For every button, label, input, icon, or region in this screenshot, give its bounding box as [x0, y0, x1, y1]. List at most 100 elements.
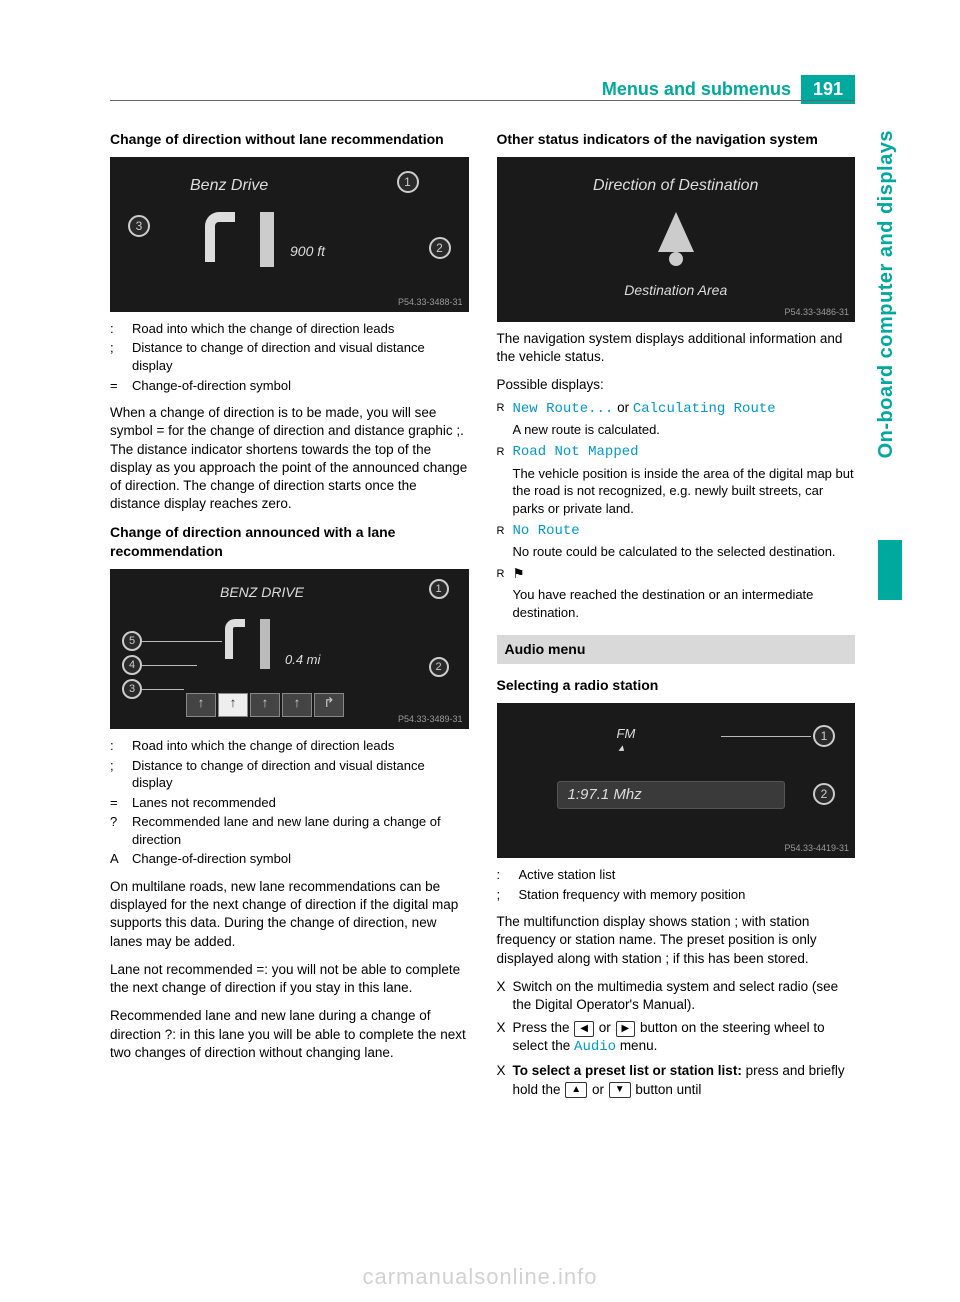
label: Possible displays: [497, 376, 856, 394]
fig-band: FM [617, 725, 636, 743]
distance-bar-icon [260, 619, 270, 669]
leader-line [142, 665, 197, 666]
bullet-icon: R [497, 399, 513, 419]
lane-icon: ↱ [314, 693, 344, 717]
list-item: R No Route [497, 522, 856, 541]
leader-line [142, 641, 222, 642]
leader-line [721, 736, 811, 737]
lane-row: ↑ ↑ ↑ ↑ ↱ [185, 693, 345, 717]
list-item: R Road Not Mapped [497, 443, 856, 462]
step-marker-icon: X [497, 1019, 513, 1057]
header-rule [110, 100, 855, 101]
left-arrow-button-icon: ◀ [574, 1021, 594, 1037]
lane-icon: ↑ [218, 693, 248, 717]
side-tab-label: On-board computer and displays [875, 130, 898, 458]
section-title: Menus and submenus [602, 79, 801, 100]
manual-page: Menus and submenus 191 On-board computer… [0, 0, 960, 1302]
legend-1: :Road into which the change of direction… [110, 320, 469, 394]
legend-item: ;Station frequency with memory position [497, 886, 856, 904]
turn-arrow-icon [205, 212, 235, 262]
legend-item: ?Recommended lane and new lane during a … [110, 813, 469, 848]
paragraph: On multilane roads, new lane recommendat… [110, 878, 469, 951]
list-sub: A new route is calculated. [513, 421, 856, 439]
step-item: X To select a preset list or station lis… [497, 1062, 856, 1098]
watermark: carmanualsonline.info [0, 1264, 960, 1290]
callout-3-icon: 3 [122, 679, 142, 699]
figure-ref: P54.33-3489-31 [398, 713, 463, 725]
legend-item: :Road into which the change of direction… [110, 320, 469, 338]
freq-display: 1:97.1 Mhz [557, 781, 786, 809]
step-list: X Switch on the multimedia system and se… [497, 978, 856, 1099]
content-columns: Change of direction without lane recomme… [110, 130, 855, 1104]
legend-item: :Road into which the change of direction… [110, 737, 469, 755]
legend-item: ;Distance to change of direction and vis… [110, 339, 469, 374]
up-arrow-button-icon: ▲ [565, 1082, 587, 1098]
left-column: Change of direction without lane recomme… [110, 130, 469, 1104]
legend-item: AChange-of-direction symbol [110, 850, 469, 868]
callout-3-icon: 3 [128, 215, 150, 237]
paragraph: When a change of direction is to be made… [110, 404, 469, 513]
step-item: X Press the ◀ or ▶ button on the steerin… [497, 1019, 856, 1057]
code-text: Calculating Route [633, 401, 776, 417]
callout-1-icon: 1 [813, 725, 835, 747]
bullet-icon: R [497, 522, 513, 541]
paragraph: The navigation system displays additiona… [497, 330, 856, 366]
flag-icon: ⚑ [513, 565, 525, 583]
figure-with-lane: BENZ DRIVE 1 2 3 4 5 0.4 mi ↑ ↑ ↑ [110, 569, 469, 729]
list-sub: You have reached the destination or an i… [513, 586, 856, 621]
legend-item: =Change-of-direction symbol [110, 377, 469, 395]
legend-item: =Lanes not recommended [110, 794, 469, 812]
paragraph: The multifunction display shows station … [497, 913, 856, 968]
figure-no-lane: Benz Drive 1 2 3 900 ft P54.33-3488-31 [110, 157, 469, 312]
fig-bottom-label: Destination Area [497, 281, 856, 300]
callout-5-icon: 5 [122, 631, 142, 651]
list-sub: The vehicle position is inside the area … [513, 465, 856, 518]
paragraph: Recommended lane and new lane during a c… [110, 1007, 469, 1062]
step-marker-icon: X [497, 1062, 513, 1098]
fig-distance: 900 ft [290, 242, 325, 261]
figure-ref: P54.33-3486-31 [784, 306, 849, 318]
lane-arrow-icon [225, 619, 245, 659]
figure-radio: FM ▴ 1 1:97.1 Mhz 2 P54.33-4419-31 [497, 703, 856, 858]
bullet-icon: R [497, 443, 513, 462]
paragraph: Lane not recommended =: you will not be … [110, 961, 469, 997]
callout-1-icon: 1 [397, 171, 419, 193]
heading: Change of direction announced with a lan… [110, 523, 469, 561]
heading: Selecting a radio station [497, 676, 856, 695]
distance-bar-icon [260, 212, 274, 267]
callout-1-icon: 1 [429, 579, 449, 599]
callout-2-icon: 2 [429, 657, 449, 677]
callout-2-icon: 2 [429, 237, 451, 259]
side-tab-marker [878, 540, 902, 600]
legend-4: :Active station list ;Station frequency … [497, 866, 856, 903]
callout-4-icon: 4 [122, 655, 142, 675]
signal-icon: ▴ [619, 741, 625, 756]
bullet-list: R New Route... or Calculating Route A ne… [497, 399, 856, 622]
lane-icon: ↑ [250, 693, 280, 717]
heading: Change of direction without lane recomme… [110, 130, 469, 149]
bullet-icon: R [497, 565, 513, 583]
fig-road-label: BENZ DRIVE [220, 583, 304, 602]
legend-2: :Road into which the change of direction… [110, 737, 469, 868]
fig-top-label: Direction of Destination [497, 175, 856, 197]
list-item: R New Route... or Calculating Route [497, 399, 856, 419]
code-text: Road Not Mapped [513, 443, 639, 462]
compass-arrow-icon [658, 212, 694, 252]
section-bar: Audio menu [497, 635, 856, 664]
fig-road-label: Benz Drive [190, 175, 268, 197]
code-text: New Route... [513, 401, 614, 417]
heading: Other status indicators of the navigatio… [497, 130, 856, 149]
code-text: Audio [574, 1039, 616, 1055]
leader-line [142, 689, 184, 690]
down-arrow-button-icon: ▼ [609, 1082, 631, 1098]
figure-ref: P54.33-4419-31 [784, 842, 849, 854]
figure-ref: P54.33-3488-31 [398, 296, 463, 308]
list-item: R ⚑ [497, 565, 856, 583]
step-marker-icon: X [497, 978, 513, 1014]
step-item: X Switch on the multimedia system and se… [497, 978, 856, 1014]
right-column: Other status indicators of the navigatio… [497, 130, 856, 1104]
right-arrow-button-icon: ▶ [616, 1021, 636, 1037]
compass-dot-icon [669, 252, 683, 266]
code-text: No Route [513, 522, 580, 541]
lane-icon: ↑ [282, 693, 312, 717]
